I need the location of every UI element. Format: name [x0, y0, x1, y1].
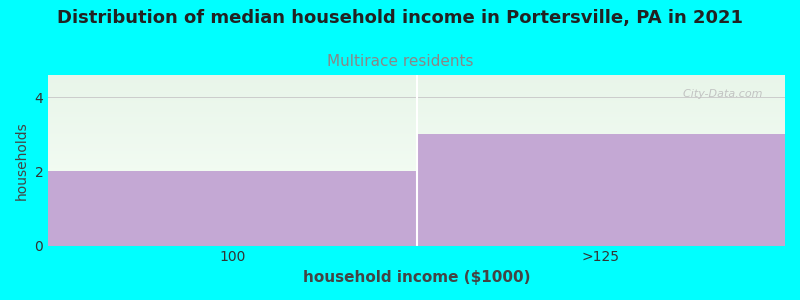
Text: Distribution of median household income in Portersville, PA in 2021: Distribution of median household income … [57, 9, 743, 27]
Bar [417, 134, 785, 246]
Text: Multirace residents: Multirace residents [326, 54, 474, 69]
X-axis label: household income ($1000): household income ($1000) [303, 270, 530, 285]
Y-axis label: households: households [15, 121, 29, 200]
Text: City-Data.com: City-Data.com [676, 88, 763, 99]
Bar [48, 171, 417, 246]
